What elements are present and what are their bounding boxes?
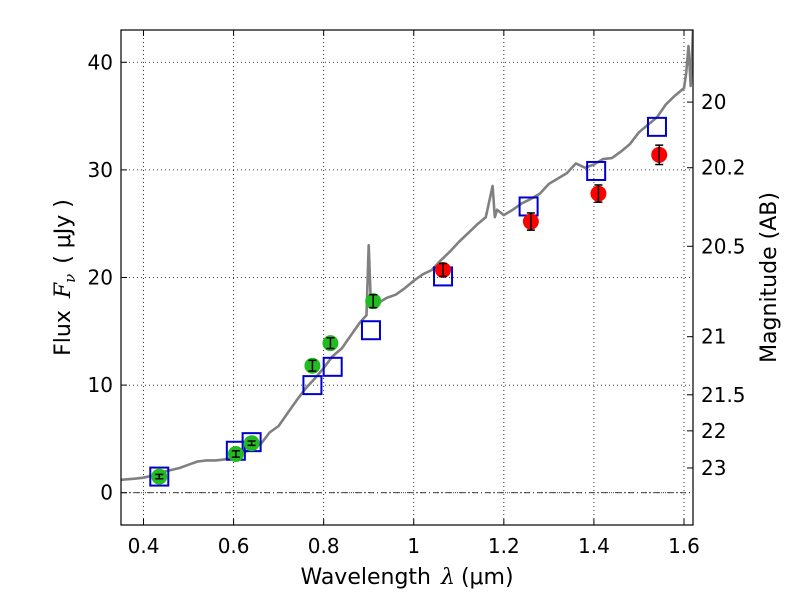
bandpass-square-marker (360, 320, 381, 341)
bandpass-square-marker (322, 356, 343, 377)
x-tick-label: 0.8 (308, 534, 340, 558)
x-tick-label: 0.6 (218, 534, 250, 558)
y-tick-label: 20 (88, 266, 113, 290)
x-tick-label: 1.6 (668, 534, 700, 558)
grid-lines (121, 30, 693, 525)
x-tick-label: 1 (407, 534, 420, 558)
x-axis-label: Wavelength λ (μm) (300, 565, 513, 590)
y-axis-label: FluxFν( μJy ) (51, 199, 79, 356)
plot-area (121, 30, 693, 487)
y-tick-label: 0 (100, 481, 113, 505)
x-tick-label: 1.2 (488, 534, 520, 558)
y-tick-label: 30 (88, 158, 113, 182)
bandpass-square-marker (646, 116, 667, 137)
magnitude-tick-label: 20.2 (701, 156, 746, 180)
y-tick-label: 10 (88, 373, 113, 397)
magnitude-tick-label: 20.5 (701, 234, 746, 258)
y-tick-label: 40 (88, 50, 113, 74)
bandpass-square-marker (302, 375, 323, 396)
magnitude-axis-label: Magnitude (AB) (757, 192, 782, 363)
bandpass-square-marker (586, 160, 607, 181)
axis-ticks: 0.4 0.6 0.8 1 1.2 1.4 1.6 0 10 20 30 40 20 20.2 20.5 21… (88, 30, 746, 558)
magnitude-tick-label: 21.5 (701, 383, 746, 407)
x-tick-label: 1.4 (578, 534, 610, 558)
magnitude-tick-label: 21 (701, 325, 726, 349)
magnitude-tick-label: 20 (701, 90, 726, 114)
magnitude-tick-label: 23 (701, 456, 726, 480)
x-tick-label: 0.4 (128, 534, 160, 558)
magnitude-tick-label: 22 (701, 419, 726, 443)
bandpass-square-marker (149, 466, 170, 487)
